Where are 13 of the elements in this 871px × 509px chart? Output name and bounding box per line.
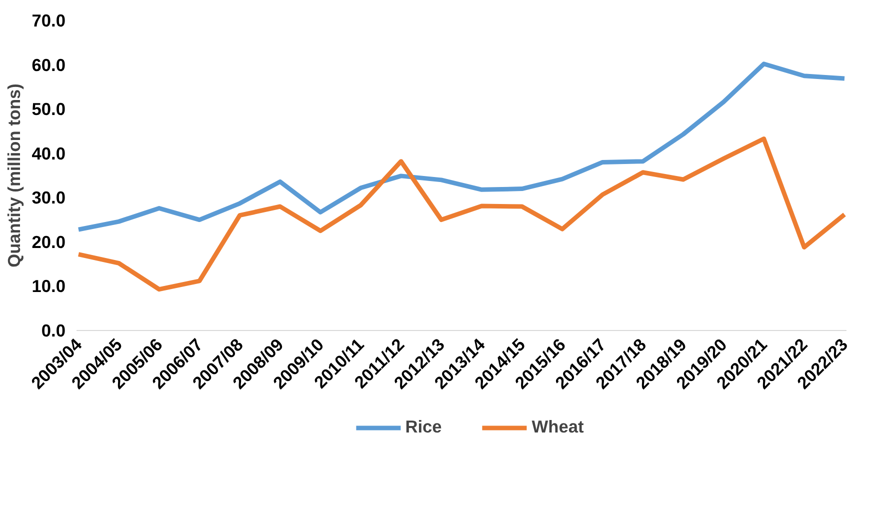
- y-tick-label: 70.0: [32, 10, 66, 30]
- y-tick-label: 0.0: [41, 320, 66, 340]
- line-series: [76, 136, 846, 292]
- legend-label: Rice: [405, 416, 442, 438]
- y-axis-title: Quantity (million tons): [4, 84, 24, 268]
- y-tick-label: 40.0: [32, 143, 66, 164]
- y-tick-label: 10.0: [32, 276, 66, 296]
- y-tick-label: 50.0: [32, 99, 66, 120]
- legend-label: Wheat: [532, 416, 584, 438]
- y-tick-label: 60.0: [32, 54, 66, 75]
- y-tick-label: 30.0: [32, 188, 66, 208]
- y-tick-label: 20.0: [32, 232, 66, 252]
- line-series: [76, 62, 846, 232]
